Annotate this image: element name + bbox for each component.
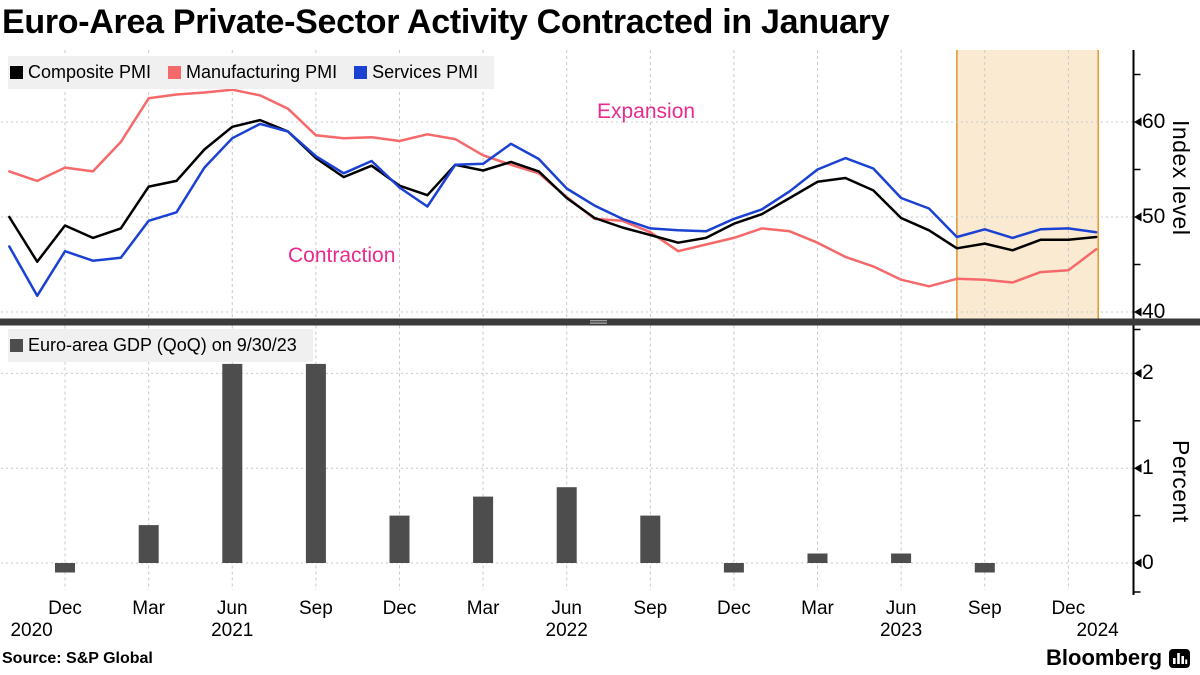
legend-label-gdp: Euro-area GDP (QoQ) on 9/30/23 — [28, 335, 297, 355]
gdp-bar — [974, 563, 995, 573]
y-tick-label: 40 — [1142, 300, 1166, 323]
x-year-label: 2022 — [545, 620, 588, 641]
gdp-bar — [807, 553, 828, 563]
bottom-axis-title: Percent — [1168, 440, 1194, 523]
x-tick-label: Sep — [633, 598, 668, 619]
gdp-bar — [305, 363, 326, 563]
top-chart-legend: Composite PMI Manufacturing PMI Services… — [8, 56, 495, 89]
x-tick-label: Dec — [1051, 598, 1086, 619]
gdp-bar — [389, 515, 410, 563]
bar-chart-logo-icon — [1169, 648, 1191, 668]
gdp-bar — [891, 553, 912, 563]
y-tick-label: 60 — [1142, 110, 1166, 133]
legend-item-composite: Composite PMI — [10, 62, 151, 83]
top-axis-title: Index level — [1168, 120, 1194, 236]
legend-item-manufacturing: Manufacturing PMI — [168, 62, 337, 83]
x-tick-label: Mar — [466, 598, 500, 619]
highlight-band — [956, 50, 1100, 319]
gdp-bar — [138, 525, 159, 563]
y-tick-label: 0 — [1142, 551, 1154, 574]
separator-drag-handle[interactable] — [590, 320, 607, 324]
x-year-label: 2020 — [10, 620, 53, 641]
legend-item-services: Services PMI — [354, 62, 478, 83]
pmi-line-composite — [8, 118, 1098, 263]
x-year-label: 2024 — [1076, 620, 1119, 641]
bloomberg-logo: Bloomberg — [1046, 645, 1191, 671]
gdp-bar — [640, 515, 661, 563]
expansion-annotation: Expansion — [597, 100, 696, 123]
x-year-label: 2023 — [879, 620, 923, 641]
legend-label-services: Services PMI — [372, 62, 479, 82]
x-tick-label: Dec — [717, 598, 751, 619]
y-tick-label: 50 — [1142, 205, 1166, 228]
pmi-line-manufacturing — [8, 88, 1098, 288]
gdp-bar — [723, 563, 744, 573]
x-tick-label: Jun — [216, 598, 248, 619]
legend-item-gdp: Euro-area GDP (QoQ) on 9/30/23 — [10, 335, 297, 356]
services-swatch-icon — [354, 66, 368, 79]
x-tick-label: Jun — [551, 598, 583, 619]
y-tick-label: 1 — [1142, 456, 1154, 480]
x-tick-label: Sep — [298, 598, 333, 619]
y-tick-label: 2 — [1142, 361, 1154, 385]
legend-label-manufacturing: Manufacturing PMI — [186, 62, 338, 82]
x-tick-label: Dec — [48, 598, 82, 619]
composite-swatch-icon — [10, 66, 23, 79]
manufacturing-swatch-icon — [168, 66, 182, 79]
x-tick-label: Jun — [885, 598, 917, 619]
bloomberg-wordmark: Bloomberg — [1046, 645, 1163, 670]
x-year-label: 2021 — [211, 620, 254, 641]
gdp-bar — [55, 563, 75, 573]
gdp-bar — [222, 363, 243, 563]
source-attribution: Source: S&P Global — [2, 650, 153, 667]
page-title: Euro-Area Private-Sector Activity Contra… — [2, 3, 890, 41]
bottom-chart-legend: Euro-area GDP (QoQ) on 9/30/23 — [8, 329, 313, 362]
legend-label-composite: Composite PMI — [28, 62, 152, 82]
x-tick-label: Sep — [967, 598, 1002, 619]
x-tick-label: Mar — [132, 598, 166, 619]
gdp-bars — [55, 363, 995, 573]
gdp-bar — [473, 496, 494, 563]
gdp-bar — [556, 487, 577, 563]
x-tick-label: Mar — [801, 598, 834, 619]
x-tick-label: Dec — [382, 598, 417, 619]
pmi-line-services — [8, 122, 1098, 298]
contraction-annotation: Contraction — [288, 244, 396, 267]
panel-separator — [0, 318, 1200, 326]
gdp-swatch-icon — [10, 339, 23, 352]
right-axes — [1132, 50, 1142, 595]
